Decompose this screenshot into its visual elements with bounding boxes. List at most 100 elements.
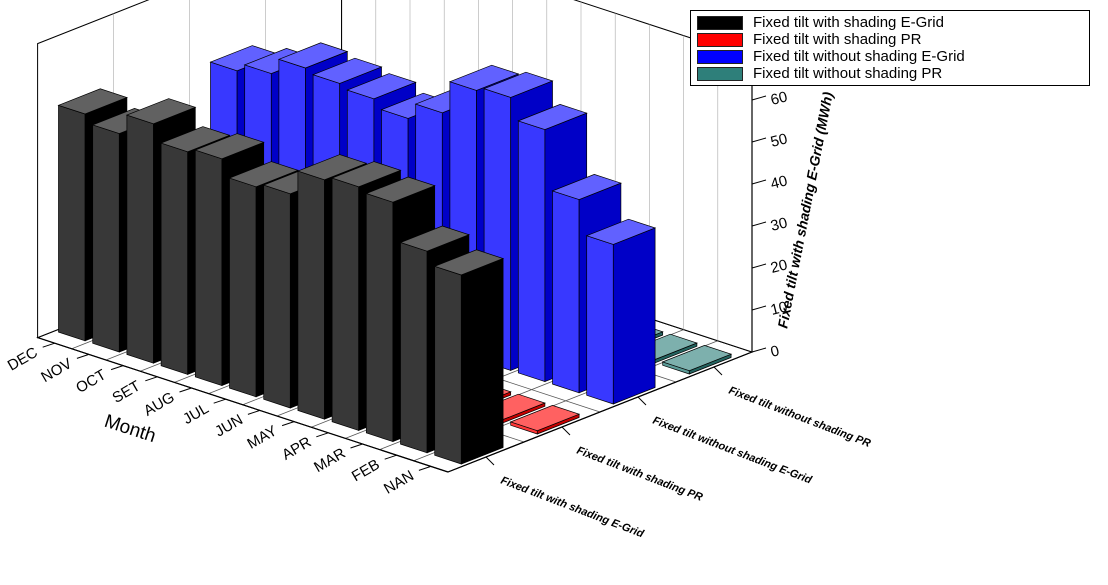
bar-top-face	[483, 71, 554, 98]
series-tick	[485, 456, 495, 466]
bar-side-face	[460, 257, 504, 465]
legend-swatch	[697, 15, 743, 30]
value-tick-label: 20	[769, 256, 789, 277]
month-tick-label: OCT	[73, 366, 109, 397]
month-tick	[76, 353, 90, 359]
series-tick	[561, 426, 571, 436]
bar-top-face	[433, 249, 505, 276]
legend-label: Fixed tilt without shading E-Grid	[753, 48, 965, 65]
bar-top-face	[228, 161, 299, 188]
series-tick-label: Fixed tilt without shading E-Grid	[651, 415, 814, 487]
bar-front-face	[552, 190, 580, 394]
bar-front-face	[297, 170, 325, 420]
bar-front-face	[586, 235, 614, 405]
value-axis-title: Fixed tilt with shading E-Grid (MWh)	[774, 90, 836, 329]
bar	[509, 405, 581, 435]
value-tick	[751, 347, 767, 353]
legend-swatch	[697, 32, 743, 47]
value-tick-label: 10	[769, 298, 789, 319]
month-tick-label: MAR	[311, 445, 349, 476]
legend-item: Fixed tilt without shading PR	[697, 65, 1083, 82]
series-tick-label: Fixed tilt with shading E-Grid	[499, 475, 646, 541]
bar-top-face	[160, 126, 231, 153]
value-tick	[751, 263, 767, 269]
series-axis-line	[447, 351, 753, 473]
month-tick	[213, 398, 226, 404]
month-tick	[179, 387, 192, 393]
month-tick-label: AUG	[141, 389, 178, 420]
legend-item: Fixed tilt with shading PR	[697, 31, 1083, 48]
bar-top-face	[585, 218, 657, 245]
bar-top-face	[509, 405, 581, 432]
bar-front-face	[160, 142, 189, 375]
bar-top-face	[277, 42, 349, 69]
bar-top-face	[331, 161, 402, 188]
month-tick-label: DEC	[5, 344, 41, 375]
series-tick-label: Fixed tilt without shading PR	[727, 385, 872, 450]
month-tick	[281, 421, 295, 427]
month-tick-label: JUN	[212, 411, 246, 440]
value-tick-label: 0	[769, 342, 781, 361]
bar-front-face	[229, 177, 257, 398]
month-tick	[316, 432, 329, 438]
month-tick-label: MAY	[244, 422, 280, 452]
legend-label: Fixed tilt with shading E-Grid	[753, 14, 944, 31]
bar-front-face	[434, 265, 462, 465]
value-tick	[751, 305, 767, 311]
series-tick	[713, 366, 723, 376]
bar-front-face	[365, 193, 394, 443]
month-tick-label: JUL	[180, 400, 212, 428]
series-tick-label: Fixed tilt with shading PR	[575, 445, 704, 504]
value-tick-label: 50	[769, 130, 789, 151]
bar-front-face	[92, 124, 120, 353]
legend: Fixed tilt with shading E-Grid Fixed til…	[690, 10, 1090, 86]
bars	[57, 42, 733, 465]
month-tick	[384, 454, 397, 460]
bar-top-face	[448, 64, 520, 91]
value-tick	[751, 95, 767, 101]
bar-front-face	[263, 184, 291, 409]
bar-side-face	[612, 227, 656, 405]
bar-top-face	[296, 154, 368, 181]
bar-front-face	[331, 177, 360, 431]
value-tick	[751, 179, 767, 185]
bar-front-face	[194, 149, 223, 387]
month-tick	[418, 465, 432, 471]
legend-label: Fixed tilt with shading PR	[753, 31, 922, 48]
value-tick-label: 60	[769, 88, 789, 109]
legend-label: Fixed tilt without shading PR	[753, 65, 943, 82]
bar	[585, 218, 657, 405]
month-tick	[110, 365, 124, 371]
month-tick-label: NOV	[38, 355, 75, 386]
series-tick	[637, 396, 647, 406]
bar-top-face	[57, 88, 128, 115]
bar-top-face	[312, 57, 383, 84]
bar-front-face	[58, 104, 86, 342]
bar-front-face	[126, 114, 154, 364]
legend-item: Fixed tilt with shading E-Grid	[697, 14, 1083, 31]
bar-top-face	[551, 174, 622, 200]
legend-item: Fixed tilt without shading E-Grid	[697, 48, 1083, 65]
month-tick	[247, 409, 261, 415]
month-tick	[350, 443, 363, 449]
month-tick-label: FEB	[349, 456, 383, 485]
value-tick-label: 40	[769, 172, 789, 193]
value-tick-label: 30	[769, 214, 789, 235]
legend-swatch	[697, 49, 743, 64]
bar	[433, 249, 505, 465]
month-tick	[42, 342, 55, 348]
bar	[661, 345, 733, 375]
value-tick	[751, 137, 767, 143]
legend-swatch	[697, 66, 743, 81]
month-axis-line	[37, 337, 449, 473]
bar-top-face	[346, 73, 417, 100]
bar-top-face	[399, 225, 470, 252]
month-tick-label: SET	[110, 378, 144, 407]
bar-front-face	[517, 120, 546, 383]
bar-front-face	[400, 242, 428, 454]
bar-top-face	[365, 176, 436, 203]
month-tick-label: NAN	[381, 467, 417, 498]
bar-top-face	[125, 98, 197, 125]
bar-top-face	[661, 345, 733, 372]
